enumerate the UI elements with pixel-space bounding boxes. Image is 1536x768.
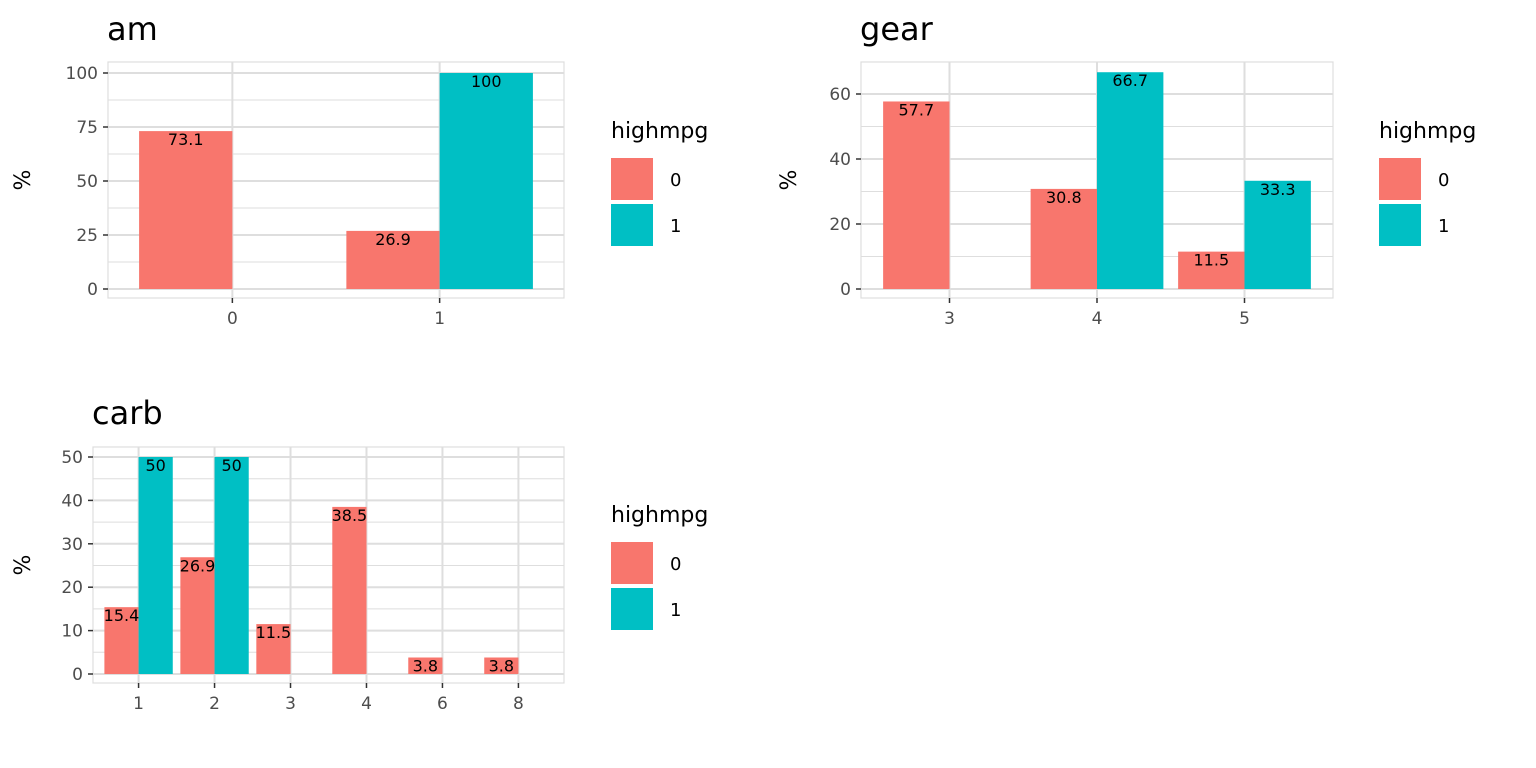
bar-series-0-2 [180,557,215,674]
bar-series-0-3 [883,101,950,289]
data-label: 26.9 [375,230,411,249]
legend-key-1 [611,204,653,246]
data-label: 73.1 [168,130,204,149]
y-tick-label: 25 [76,226,98,246]
data-label: 30.8 [1046,188,1082,207]
panel-gear: 0 20 40 60 3 4 5 57.7 30.8 66.7 11.5 33.3 gear% highm… [777,10,1476,329]
data-label: 50 [221,456,241,475]
bar-series-0-1 [104,607,139,674]
bar-series-0-3 [256,624,291,674]
x-tick-label: 5 [1239,309,1250,329]
legend-key-1 [611,588,653,630]
x-tick-label: 6 [437,694,448,714]
y-tick-label: 60 [829,85,851,105]
data-label: 100 [471,72,502,91]
data-label: 26.9 [180,556,216,575]
y-tick-label: 50 [76,172,98,192]
legend-title: highmpg [611,503,708,528]
bar-series-1-1 [439,73,533,289]
legend-label: 0 [670,170,681,191]
bar-series-1-5 [1244,180,1311,289]
legend-title: highmpg [1379,119,1476,144]
legend: highmpg 0 1 [1379,119,1476,246]
x-tick-label: 2 [209,694,220,714]
y-tick-label: 40 [61,491,83,511]
data-label: 11.5 [256,623,292,642]
bar-series-0-4 [1030,188,1097,289]
legend-label: 1 [1438,216,1449,237]
y-tick-label: 0 [87,280,98,300]
chart-title: am [107,10,158,48]
bar-series-0-0 [139,131,233,289]
y-tick-label: 0 [840,280,851,300]
data-label: 50 [145,456,165,475]
bar-series-0-5 [1178,251,1245,289]
data-label: 3.8 [489,657,514,676]
y-tick-label: 0 [72,665,83,685]
y-axis-label: % [11,555,36,576]
x-tick-label: 1 [133,694,144,714]
bar-series-1-4 [1097,72,1164,289]
bar-series-0-4 [332,506,367,674]
x-tick-label: 4 [1092,309,1103,329]
data-label: 38.5 [332,506,368,525]
y-tick-label: 20 [61,578,83,598]
panel-am: 0 25 50 75 100 0 1 73.1 26.9 100 am% highmpg 0 1 [11,10,708,329]
legend-label: 0 [670,554,681,575]
y-tick-label: 30 [61,535,83,555]
legend-key-0 [1379,158,1421,200]
legend-label: 0 [1438,170,1449,191]
legend-key-0 [611,542,653,584]
y-axis-label: % [777,170,802,191]
y-tick-label: 50 [61,448,83,468]
bar-series-0-6 [408,657,443,674]
legend-label: 1 [670,600,681,621]
x-tick-label: 0 [227,309,238,329]
legend-title: highmpg [611,119,708,144]
x-tick-label: 4 [361,694,372,714]
x-tick-label: 3 [944,309,955,329]
data-label: 33.3 [1260,180,1296,199]
legend-key-1 [1379,204,1421,246]
x-tick-label: 8 [513,694,524,714]
bar-series-1-1 [138,457,173,674]
legend: highmpg 0 1 [611,119,708,246]
bar-series-0-1 [346,230,440,289]
y-tick-label: 20 [829,215,851,235]
bar-series-1-2 [214,457,249,674]
x-tick-label: 3 [285,694,296,714]
y-tick-label: 100 [66,64,98,84]
data-label: 11.5 [1194,251,1230,270]
chart-title: gear [860,10,934,48]
legend-key-0 [611,158,653,200]
y-tick-label: 75 [76,118,98,138]
y-tick-label: 40 [829,150,851,170]
y-axis-label: % [11,170,36,191]
legend: highmpg 0 1 [611,503,708,630]
data-label: 57.7 [899,100,935,119]
legend-label: 1 [670,216,681,237]
data-label: 66.7 [1112,71,1148,90]
data-label: 3.8 [413,657,438,676]
chart-title: carb [92,394,163,432]
x-tick-label: 1 [434,309,445,329]
y-tick-label: 10 [61,622,83,642]
bar-series-0-8 [484,657,519,674]
data-label: 15.4 [104,606,140,625]
